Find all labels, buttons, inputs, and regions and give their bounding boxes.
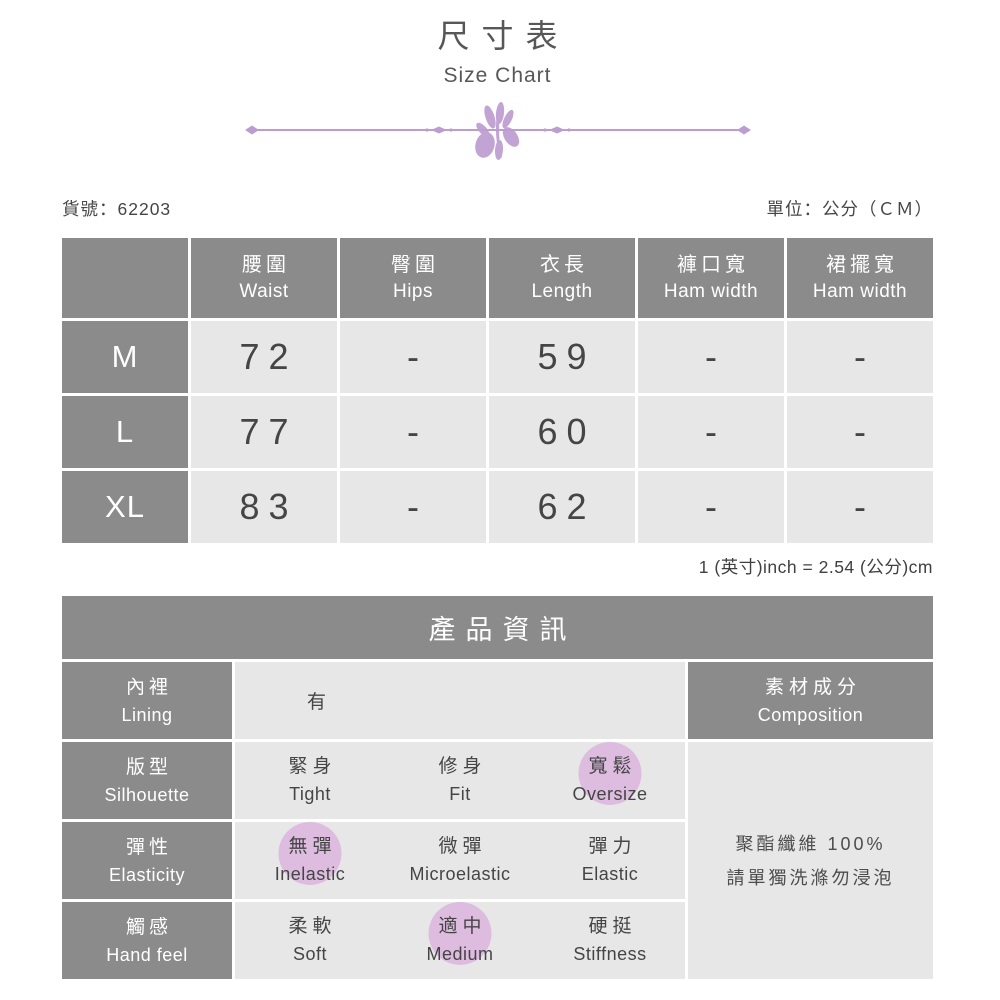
label-en: Composition	[757, 704, 864, 725]
option-zh: 柔軟	[288, 916, 337, 937]
elasticity-options: 無彈 Inelastic 微彈 Microelastic 彈力 Elastic	[235, 821, 685, 899]
cell-xl-ham2: -	[787, 471, 933, 543]
option-oversize: 寬鬆 Oversize	[535, 741, 685, 819]
composition-header: 素材成分 Composition	[688, 662, 933, 739]
cell-m-ham1: -	[638, 321, 784, 393]
cell-l-hips: -	[340, 396, 486, 468]
size-table-header-corner	[62, 238, 188, 318]
silhouette-options: 緊身 Tight 修身 Fit 寬鬆 Oversize	[235, 741, 685, 819]
cell-m-length: 59	[489, 321, 635, 393]
highlight-circle	[278, 821, 342, 885]
cell-l-ham2: -	[787, 396, 933, 468]
header-zh: 衣長	[540, 254, 588, 276]
header-zh: 臀圍	[391, 254, 439, 276]
item-number: 貨號：62203	[62, 199, 172, 219]
size-chart-page: 尺寸表 Size Chart	[62, 18, 933, 979]
size-table-header-hips: 臀圍 Hips	[340, 238, 486, 318]
cell-xl-hips: -	[340, 471, 486, 543]
option-en: Tight	[289, 784, 331, 804]
header-zh: 裙擺寬	[826, 254, 898, 276]
option-soft: 柔軟 Soft	[235, 902, 385, 979]
option-inelastic: 無彈 Inelastic	[235, 821, 385, 899]
option-zh: 適中	[438, 916, 487, 937]
label-en: Elasticity	[108, 864, 185, 885]
composition-line: 聚酯纖維 100%	[735, 833, 886, 854]
size-table-header-waist: 腰圍 Waist	[191, 238, 337, 318]
label-zh: 素材成分	[764, 676, 861, 698]
cell-xl-waist: 83	[191, 471, 337, 543]
lining-value: 有	[235, 662, 685, 739]
option-en: Soft	[292, 944, 328, 964]
option-microelastic: 微彈 Microelastic	[385, 822, 535, 899]
label-silhouette: 版型 Silhouette	[62, 742, 232, 819]
option-zh: 緊身	[288, 756, 337, 777]
option-zh: 硬挺	[588, 916, 637, 937]
unit-label: 單位：公分（ＣＭ）	[766, 199, 933, 219]
option-tight: 緊身 Tight	[235, 742, 385, 819]
cell-m-ham2: -	[787, 321, 933, 393]
size-table: 腰圍 Waist 臀圍 Hips 衣長 Length 褲口寬 Ham width…	[62, 238, 933, 543]
option-en: Elastic	[581, 864, 639, 884]
header-en: Waist	[239, 281, 289, 302]
header-en: Hips	[392, 281, 433, 302]
page-title: 尺寸表	[437, 18, 570, 54]
page-subtitle: Size Chart	[443, 64, 552, 87]
meta-row: 貨號：62203 單位：公分（ＣＭ）	[62, 196, 933, 221]
cell-m-hips: -	[340, 321, 486, 393]
option-zh: 微彈	[438, 836, 487, 857]
option-zh: 寬鬆	[588, 756, 637, 777]
cell-m-waist: 72	[191, 321, 337, 393]
product-info-table: 產品資訊 內裡 Lining 有 素材成分 Composition 版型 Sil…	[62, 596, 933, 979]
highlight-circle	[428, 901, 492, 965]
size-row-label-m: M	[62, 321, 188, 393]
option-en: Inelastic	[274, 864, 346, 884]
highlight-circle	[578, 741, 642, 805]
option-stiffness: 硬挺 Stiffness	[535, 902, 685, 979]
label-en: Silhouette	[104, 784, 190, 805]
option-zh: 無彈	[288, 836, 337, 857]
hand-feel-options: 柔軟 Soft 適中 Medium 硬挺 Stiffness	[235, 901, 685, 979]
option-fit: 修身 Fit	[385, 742, 535, 819]
cell-xl-length: 62	[489, 471, 635, 543]
cell-l-ham1: -	[638, 396, 784, 468]
header-en: Ham width	[812, 281, 908, 302]
option-en: Stiffness	[573, 944, 647, 964]
option-en: Microelastic	[409, 864, 511, 884]
label-elasticity: 彈性 Elasticity	[62, 822, 232, 899]
header-en: Length	[531, 281, 593, 302]
composition-line: 請單獨洗滌勿浸泡	[726, 867, 895, 888]
composition-value: 聚酯纖維 100% 請單獨洗滌勿浸泡	[688, 742, 933, 979]
label-zh: 版型	[125, 756, 172, 778]
label-zh: 彈性	[125, 836, 172, 858]
label-en: Lining	[121, 704, 173, 725]
product-info-title: 產品資訊	[62, 596, 933, 659]
header-en: Ham width	[663, 281, 759, 302]
option-medium: 適中 Medium	[385, 901, 535, 979]
header-zh: 腰圍	[242, 254, 290, 276]
label-zh: 內裡	[125, 676, 172, 698]
size-row-label-xl: XL	[62, 471, 188, 543]
cell-xl-ham1: -	[638, 471, 784, 543]
header-zh: 褲口寬	[677, 254, 749, 276]
label-hand-feel: 觸感 Hand feel	[62, 902, 232, 979]
cell-l-length: 60	[489, 396, 635, 468]
size-table-header-ham-width-2: 裙擺寬 Ham width	[787, 238, 933, 318]
label-en: Hand feel	[106, 944, 188, 965]
option-elastic: 彈力 Elastic	[535, 822, 685, 899]
option-en: Fit	[449, 784, 471, 804]
option-zh: 彈力	[588, 836, 637, 857]
option-en: Medium	[426, 944, 494, 964]
option-zh: 修身	[438, 756, 487, 777]
inch-conversion-note: 1 (英寸)inch = 2.54 (公分)cm	[698, 557, 933, 577]
label-lining: 內裡 Lining	[62, 662, 232, 739]
size-table-header-ham-width-1: 褲口寬 Ham width	[638, 238, 784, 318]
size-table-header-length: 衣長 Length	[489, 238, 635, 318]
option-en: Oversize	[572, 784, 648, 804]
decorative-divider	[62, 102, 933, 164]
iris-flower-divider-icon	[244, 102, 751, 160]
cell-l-waist: 77	[191, 396, 337, 468]
label-zh: 觸感	[125, 916, 172, 938]
size-row-label-l: L	[62, 396, 188, 468]
